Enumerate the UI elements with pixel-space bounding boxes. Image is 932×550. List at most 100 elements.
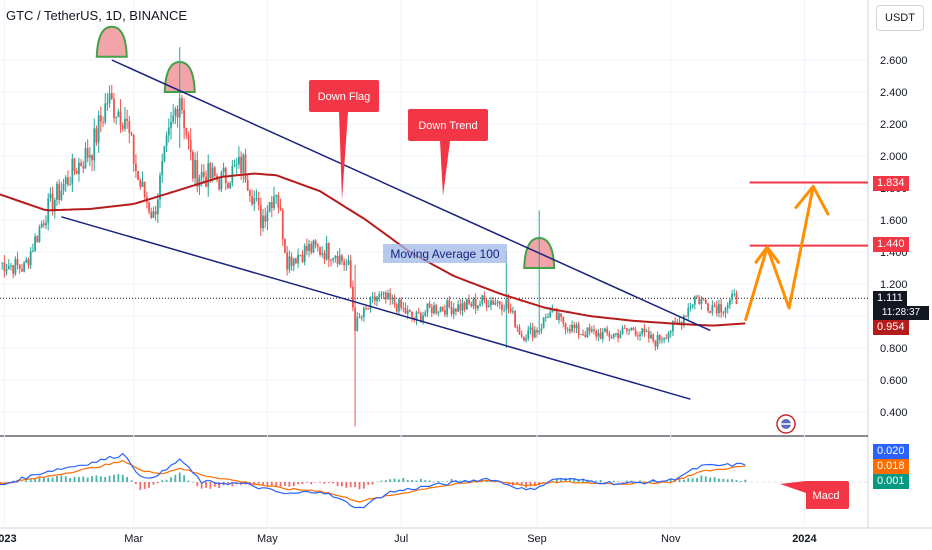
macd-histogram-bar <box>270 482 273 486</box>
candle-body <box>733 293 736 295</box>
candle-body <box>575 324 578 329</box>
candle-body <box>71 158 74 185</box>
y-tick-label: 2.000 <box>880 151 908 163</box>
candle-body <box>152 211 155 218</box>
candle-body <box>571 324 573 332</box>
candle-body <box>56 183 58 201</box>
candle-body <box>547 316 549 318</box>
candle-body <box>102 121 104 123</box>
candle-body <box>323 253 326 260</box>
macd-histogram-bar <box>200 482 203 489</box>
macd-histogram-bar <box>257 482 260 484</box>
candle-body <box>73 158 76 171</box>
macd-histogram-bar <box>25 480 28 482</box>
candle-body <box>702 299 705 301</box>
candle-body <box>615 333 617 335</box>
candle-body <box>606 328 609 334</box>
candle-body <box>60 190 63 200</box>
candle-body <box>722 312 725 314</box>
candle-body <box>167 127 170 136</box>
candle-body <box>253 198 256 205</box>
candle-body <box>369 298 372 309</box>
candle-body <box>498 301 501 305</box>
macd-histogram-bar <box>187 480 190 482</box>
y-tick-label: 2.400 <box>880 87 908 99</box>
macd-histogram-bar <box>582 478 584 482</box>
macd-histogram-bar <box>113 474 115 482</box>
candle-body <box>476 305 479 309</box>
macd-histogram-bar <box>700 475 703 482</box>
candle-body <box>16 259 19 266</box>
candle-body <box>99 115 102 122</box>
macd-histogram-bar <box>279 482 282 487</box>
candle-body <box>161 161 164 176</box>
trendline <box>111 59 711 332</box>
candle-body <box>371 296 374 299</box>
down-flag-label: Down Flag <box>318 91 371 103</box>
candle-body <box>509 308 512 312</box>
candle-body <box>520 334 523 337</box>
macd-histogram-bar <box>525 482 527 488</box>
candle-body <box>84 148 87 169</box>
candle-body <box>303 245 306 263</box>
candle-body <box>248 190 251 196</box>
candle-body <box>483 295 486 301</box>
candle-body <box>709 311 712 313</box>
candle-body <box>134 163 137 172</box>
candle-body <box>674 321 677 323</box>
candle-body <box>238 156 240 165</box>
candle-body <box>468 299 470 304</box>
y-tick-label: 0.600 <box>880 375 908 387</box>
candle-body <box>380 293 383 295</box>
candle-body <box>156 199 159 215</box>
down-trend-callout <box>408 109 488 196</box>
candle-body <box>536 329 538 333</box>
macd-histogram-bar <box>682 479 685 482</box>
macd-histogram-bar <box>437 481 440 482</box>
macd-histogram-bar <box>78 477 80 482</box>
candle-body <box>402 307 405 309</box>
candle-body <box>713 305 716 307</box>
candle-body <box>159 175 161 200</box>
macd-histogram-bar <box>314 482 317 483</box>
candle-body <box>78 162 80 175</box>
candle-body <box>336 255 339 265</box>
candle-body <box>687 308 690 317</box>
candle-body <box>393 297 396 305</box>
macd-histogram-bar <box>82 476 85 482</box>
candle-body <box>137 171 139 181</box>
macd-histogram-bar <box>104 477 107 482</box>
candle-body <box>558 313 560 320</box>
candle-body <box>481 295 484 304</box>
candle-body <box>667 333 670 339</box>
candle-body <box>433 305 435 314</box>
macd-histogram-bar <box>191 481 194 483</box>
candle-body <box>672 321 674 332</box>
macd-histogram-bar <box>183 475 186 482</box>
candle-body <box>262 215 264 229</box>
candle-body <box>501 304 503 310</box>
macd-histogram-bar <box>21 481 23 482</box>
candle-body <box>408 310 411 312</box>
candle-body <box>411 311 413 318</box>
candle-body <box>612 333 615 338</box>
macd-histogram-bar <box>555 479 558 482</box>
candle-body <box>487 305 490 308</box>
candle-body <box>51 193 54 212</box>
candle-body <box>566 329 569 331</box>
candle-body <box>720 304 723 313</box>
candle-body <box>255 197 258 199</box>
macd-histogram-bar <box>573 478 576 482</box>
candle-body <box>297 254 300 264</box>
candle-body <box>299 254 302 256</box>
candle-body <box>202 172 205 177</box>
macd-histogram-bar <box>323 482 326 484</box>
macd-histogram-bar <box>731 479 734 482</box>
currency-button[interactable]: USDT <box>876 5 924 31</box>
candle-body <box>356 317 359 331</box>
macd-histogram-bar <box>696 478 698 482</box>
candle-body <box>25 259 28 263</box>
x-tick-label: Sep <box>527 533 547 545</box>
macd-histogram-bar <box>367 482 370 485</box>
